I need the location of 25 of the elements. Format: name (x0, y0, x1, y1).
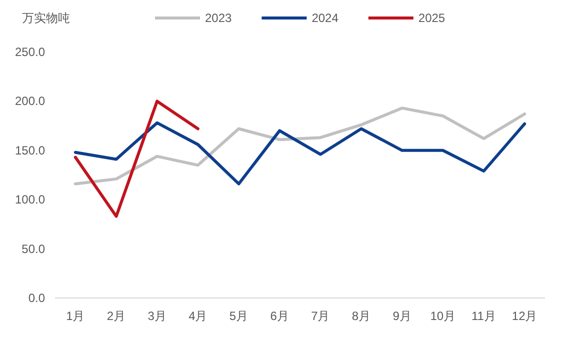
x-tick-label: 8月 (352, 309, 371, 323)
y-tick-label: 200.0 (14, 94, 46, 108)
x-tick-label: 3月 (148, 309, 166, 323)
x-tick-label: 9月 (392, 309, 412, 323)
x-tick-label: 10月 (430, 309, 456, 323)
y-tick-label: 0.0 (28, 291, 46, 305)
x-tick-label: 11月 (472, 309, 496, 323)
line-series (74, 121, 526, 186)
legend-label: 2025 (418, 11, 446, 25)
x-tick-label: 12月 (512, 309, 538, 323)
legend-label: 2024 (312, 11, 339, 25)
y-axis-title: 万实物吨 (22, 11, 70, 25)
x-tick-label: 5月 (229, 309, 248, 323)
x-tick-label: 1月 (66, 309, 85, 323)
x-tick-label: 4月 (188, 309, 208, 323)
legend-label: 2023 (205, 11, 232, 25)
x-tick-label: 7月 (311, 309, 330, 323)
line-series (74, 106, 526, 186)
line-series (74, 100, 200, 218)
y-tick-label: 100.0 (14, 192, 46, 207)
x-tick-label: 6月 (270, 309, 289, 323)
y-tick-label: 150.0 (14, 143, 46, 158)
x-tick-label: 2月 (106, 309, 126, 323)
y-tick-label: 50.0 (22, 242, 46, 256)
y-tick-label: 250.0 (14, 45, 46, 59)
